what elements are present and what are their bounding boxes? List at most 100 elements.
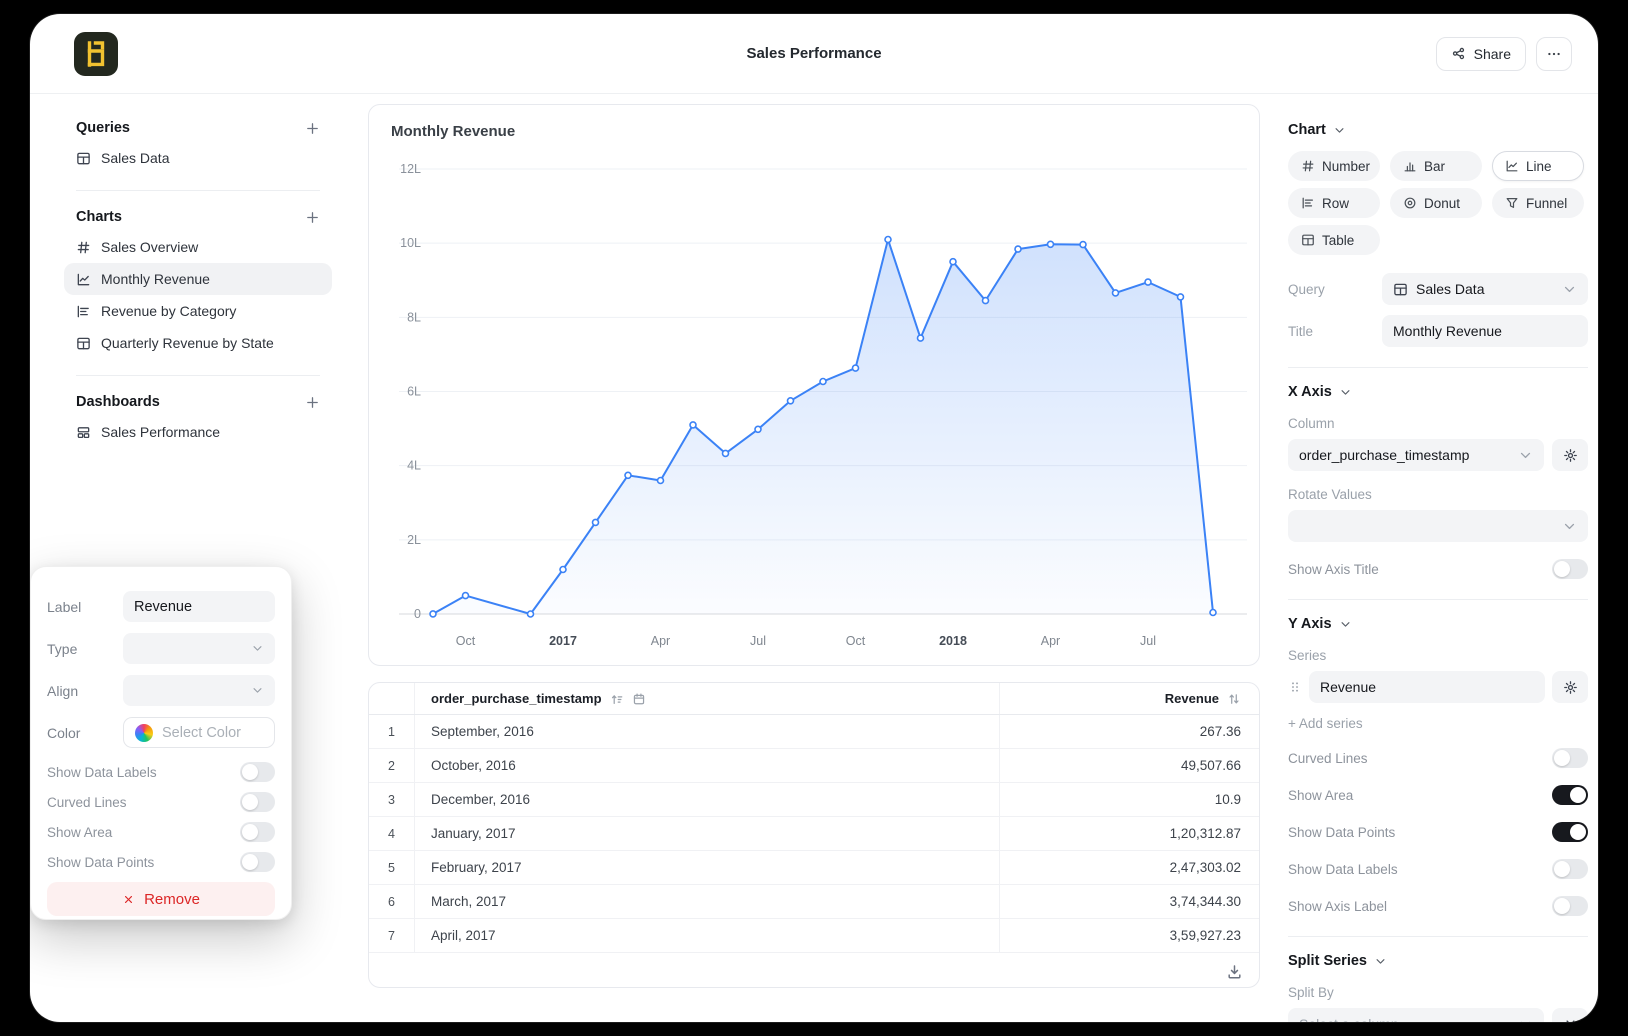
section-x-axis-header[interactable]: X Axis	[1288, 384, 1588, 400]
add-dashboards-button[interactable]	[305, 395, 320, 410]
svg-text:10L: 10L	[400, 236, 421, 250]
curved-lines-toggle[interactable]	[1552, 748, 1588, 768]
show-data-labels-toggle[interactable]	[240, 762, 275, 782]
sidebar-item-sales-overview[interactable]: Sales Overview	[64, 231, 332, 263]
row-number: 6	[369, 885, 415, 918]
row-number: 1	[369, 715, 415, 748]
select-color-button[interactable]: Select Color	[123, 717, 275, 748]
svg-text:6L: 6L	[407, 385, 421, 399]
show-axis-label-toggle[interactable]	[1552, 896, 1588, 916]
clear-split-button[interactable]	[1552, 1008, 1588, 1022]
toggle-knob	[242, 854, 258, 870]
cell-timestamp: April, 2017	[415, 919, 1000, 952]
curved-lines-toggle[interactable]	[240, 792, 275, 812]
series-type-select[interactable]	[123, 633, 275, 664]
chart-type-bar[interactable]: Bar	[1390, 151, 1482, 181]
color-wheel-icon	[135, 723, 153, 742]
sidebar-item-monthly-revenue[interactable]: Monthly Revenue	[64, 263, 332, 295]
series-name-input[interactable]	[1309, 671, 1545, 703]
chart-type-label: Row	[1322, 195, 1350, 211]
select-color-label: Select Color	[162, 724, 241, 741]
table-row: 7 April, 2017 3,59,927.23	[369, 919, 1259, 953]
table-row: 1 September, 2016 267.36	[369, 715, 1259, 749]
chart-type-grid: Number Bar Line Row Donut Funnel Table	[1288, 151, 1588, 255]
show-data-points-row: Show Data Points	[47, 852, 275, 872]
section-split-series-header[interactable]: Split Series	[1288, 953, 1588, 969]
rotate-values-label: Rotate Values	[1288, 487, 1372, 502]
cell-timestamp: December, 2016	[415, 783, 1000, 816]
divider	[1288, 599, 1588, 600]
show-axis-title-toggle[interactable]	[1552, 559, 1588, 579]
section-y-axis-header[interactable]: Y Axis	[1288, 616, 1588, 632]
show-area-toggle[interactable]	[1552, 785, 1588, 805]
add-charts-button[interactable]	[305, 210, 320, 225]
chevron-down-icon	[1518, 1017, 1533, 1022]
sidebar-item-sales-performance[interactable]: Sales Performance	[64, 416, 332, 448]
cell-revenue: 3,59,927.23	[1169, 928, 1241, 943]
divider	[1288, 936, 1588, 937]
x-column-select[interactable]: order_purchase_timestamp	[1288, 439, 1544, 471]
more-options-button[interactable]	[1536, 36, 1572, 71]
chart-type-row[interactable]: Row	[1288, 188, 1380, 218]
section-title: Split Series	[1288, 953, 1367, 969]
share-button[interactable]: Share	[1435, 36, 1526, 71]
show-area-toggle[interactable]	[240, 822, 275, 842]
add-series-button[interactable]: + Add series	[1288, 716, 1363, 731]
show-data-points-toggle[interactable]	[1552, 822, 1588, 842]
sidebar-item-revenue-by-category[interactable]: Revenue by Category	[64, 295, 332, 327]
plus-icon	[305, 210, 320, 225]
add-queries-button[interactable]	[305, 121, 320, 136]
query-select[interactable]: Sales Data	[1382, 273, 1588, 305]
remove-series-button[interactable]: Remove	[47, 882, 275, 916]
sidebar-item-sales-data[interactable]: Sales Data	[64, 142, 332, 174]
svg-text:12L: 12L	[400, 162, 421, 176]
chart-card: 0 2L 4L 6L 8L 10L 12L Oct 2017 Apr Jul Oct 2018 Apr Ju…	[368, 104, 1260, 666]
series-settings-button[interactable]	[1552, 671, 1588, 703]
download-icon	[1226, 963, 1243, 980]
toggle-knob	[1554, 750, 1570, 766]
show-data-labels-toggle[interactable]	[1552, 859, 1588, 879]
chart-title-input[interactable]	[1382, 315, 1588, 347]
svg-text:Jul: Jul	[1140, 634, 1156, 648]
chevron-down-icon	[1374, 955, 1387, 968]
column-label: Column	[1288, 416, 1335, 431]
close-icon	[122, 893, 135, 906]
toggle-label: Show Area	[1288, 787, 1354, 803]
chart-type-line[interactable]: Line	[1492, 151, 1584, 181]
calendar-icon[interactable]	[632, 692, 646, 706]
show-data-points-toggle[interactable]	[240, 852, 275, 872]
drag-handle-icon[interactable]	[1288, 679, 1302, 695]
download-button[interactable]	[1222, 959, 1247, 984]
chart-type-funnel[interactable]: Funnel	[1492, 188, 1584, 218]
query-row: Query Sales Data	[1288, 273, 1588, 305]
sort-asc-icon[interactable]	[610, 692, 624, 706]
column-header-timestamp[interactable]: order_purchase_timestamp	[415, 683, 1000, 714]
section-chart-header[interactable]: Chart	[1288, 122, 1588, 138]
sidebar-item-quarterly-revenue-by-state[interactable]: Quarterly Revenue by State	[64, 327, 332, 359]
cell-revenue: 10.9	[1214, 792, 1241, 807]
split-by-select[interactable]: Select a column	[1288, 1008, 1544, 1022]
title-label: Title	[1288, 323, 1314, 339]
series-align-select[interactable]	[123, 675, 275, 706]
rotate-values-select[interactable]	[1288, 510, 1588, 542]
more-icon	[1546, 46, 1562, 62]
toggle-label: Show Data Labels	[1288, 861, 1398, 877]
chart-type-table[interactable]: Table	[1288, 225, 1380, 255]
type-field-row: Type	[47, 633, 275, 664]
table-row: 3 December, 2016 10.9	[369, 783, 1259, 817]
column-header-revenue[interactable]: Revenue	[1000, 683, 1259, 714]
sidebar-section-title: Queries	[76, 120, 130, 136]
sort-icon[interactable]	[1227, 692, 1241, 706]
x-column-settings-button[interactable]	[1552, 439, 1588, 471]
app-logo[interactable]	[74, 31, 118, 76]
row-chart-icon	[76, 304, 91, 319]
show-data-labels-row: Show Data Labels	[1288, 859, 1588, 879]
show-area-row: Show Area	[47, 822, 275, 842]
svg-text:Oct: Oct	[846, 634, 866, 648]
donut-icon	[1403, 196, 1417, 210]
series-label-input[interactable]	[123, 591, 275, 622]
toggle-label: Curved Lines	[1288, 750, 1368, 766]
chart-type-number[interactable]: Number	[1288, 151, 1380, 181]
chart-type-donut[interactable]: Donut	[1390, 188, 1482, 218]
sidebar-item-label: Quarterly Revenue by State	[101, 335, 274, 351]
